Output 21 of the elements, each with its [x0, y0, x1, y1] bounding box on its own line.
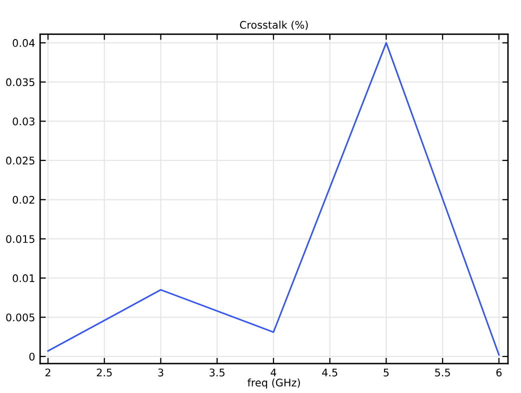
y-tick-label: 0.03	[12, 117, 34, 126]
y-tick-label: 0.025	[6, 156, 34, 165]
line-series	[47, 42, 500, 356]
y-tick-label: 0	[29, 352, 35, 361]
y-tick-label: 0.035	[6, 78, 34, 86]
y-tick-label: 0.01	[12, 274, 34, 282]
x-tick-label: 2.5	[96, 368, 112, 376]
x-tick-label: 3.5	[210, 368, 224, 376]
x-tick-label: 3	[158, 368, 164, 376]
y-tick-label: 0.02	[12, 196, 34, 204]
x-axis-title: freq (GHz)	[248, 378, 300, 389]
x-tick-label: 5.5	[435, 368, 450, 376]
y-tick-label: 0.04	[12, 39, 35, 47]
x-tick-label: 2	[45, 368, 50, 376]
x-tick-label: 5	[384, 368, 389, 376]
chart-title: Crosstalk (%)	[240, 20, 308, 30]
x-tick-label: 6	[496, 368, 502, 376]
y-tick-label: 0.015	[6, 235, 34, 243]
x-tick-label: 4.5	[322, 368, 338, 376]
x-tick-label: 4	[270, 368, 276, 376]
y-tick-label: 0.005	[6, 313, 34, 322]
